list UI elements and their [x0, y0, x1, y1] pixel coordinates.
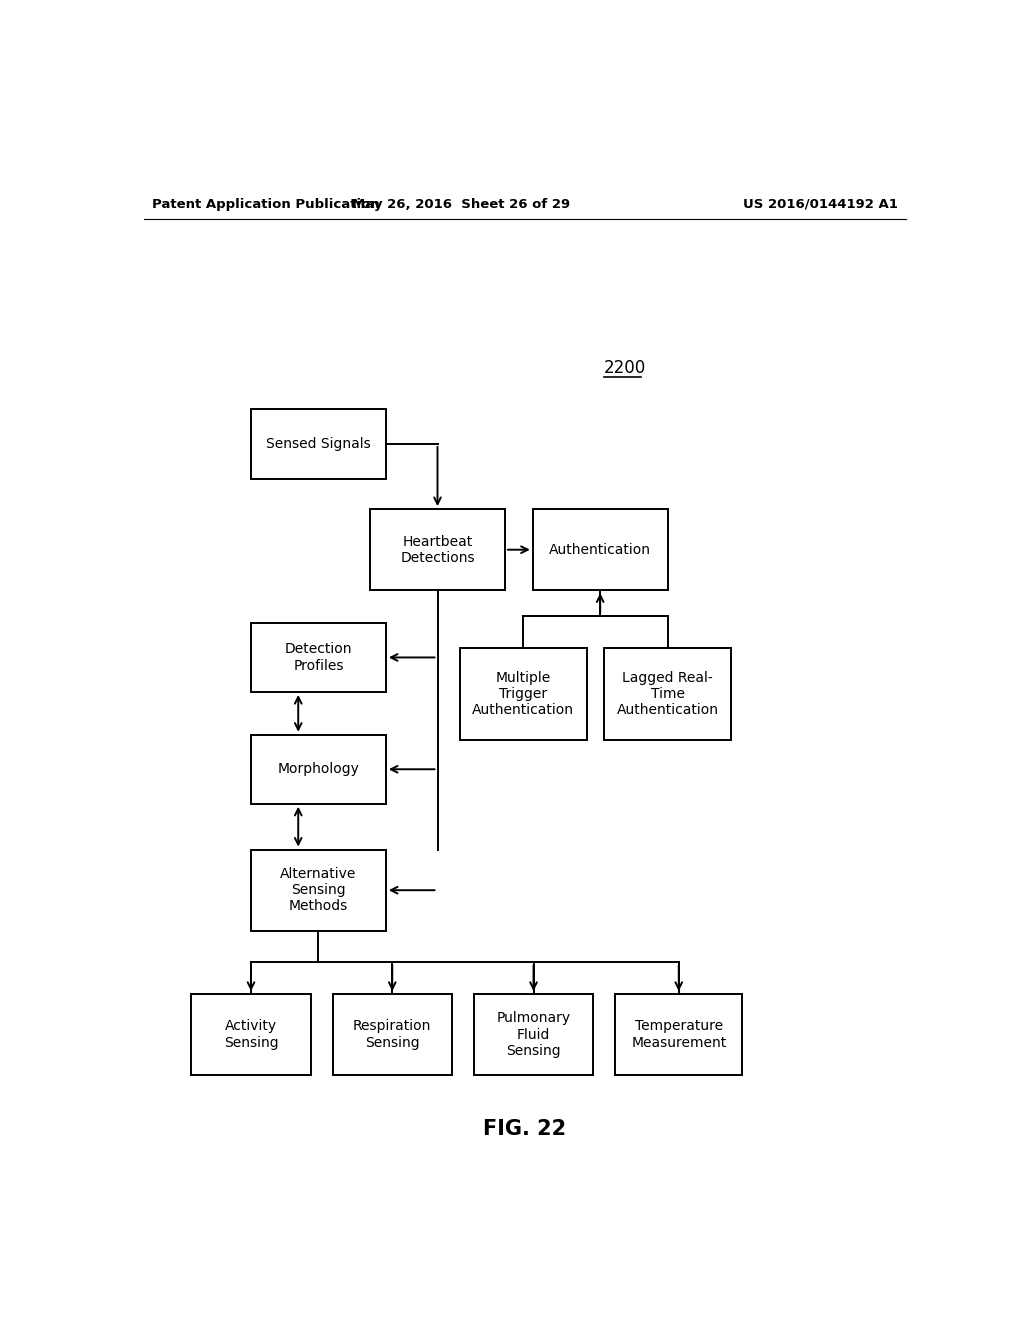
Text: Morphology: Morphology [278, 762, 359, 776]
Text: Respiration
Sensing: Respiration Sensing [353, 1019, 431, 1049]
Text: Heartbeat
Detections: Heartbeat Detections [400, 535, 475, 565]
Text: Temperature
Measurement: Temperature Measurement [631, 1019, 726, 1049]
Text: Authentication: Authentication [549, 543, 651, 557]
Text: Activity
Sensing: Activity Sensing [223, 1019, 279, 1049]
FancyBboxPatch shape [251, 735, 386, 804]
FancyBboxPatch shape [251, 850, 386, 931]
FancyBboxPatch shape [370, 510, 505, 590]
FancyBboxPatch shape [615, 994, 742, 1076]
Text: Multiple
Trigger
Authentication: Multiple Trigger Authentication [472, 671, 574, 717]
Text: Patent Application Publication: Patent Application Publication [152, 198, 380, 211]
Text: Sensed Signals: Sensed Signals [266, 437, 371, 451]
Text: 2200: 2200 [604, 359, 646, 378]
Text: Lagged Real-
Time
Authentication: Lagged Real- Time Authentication [616, 671, 719, 717]
Text: FIG. 22: FIG. 22 [483, 1119, 566, 1139]
Text: Alternative
Sensing
Methods: Alternative Sensing Methods [281, 867, 356, 913]
Text: Pulmonary
Fluid
Sensing: Pulmonary Fluid Sensing [497, 1011, 570, 1057]
FancyBboxPatch shape [251, 623, 386, 692]
FancyBboxPatch shape [604, 648, 731, 739]
FancyBboxPatch shape [532, 510, 668, 590]
Text: US 2016/0144192 A1: US 2016/0144192 A1 [743, 198, 898, 211]
Text: May 26, 2016  Sheet 26 of 29: May 26, 2016 Sheet 26 of 29 [352, 198, 570, 211]
FancyBboxPatch shape [333, 994, 452, 1076]
FancyBboxPatch shape [251, 409, 386, 479]
Text: Detection
Profiles: Detection Profiles [285, 643, 352, 673]
FancyBboxPatch shape [474, 994, 593, 1076]
FancyBboxPatch shape [191, 994, 310, 1076]
FancyBboxPatch shape [460, 648, 587, 739]
